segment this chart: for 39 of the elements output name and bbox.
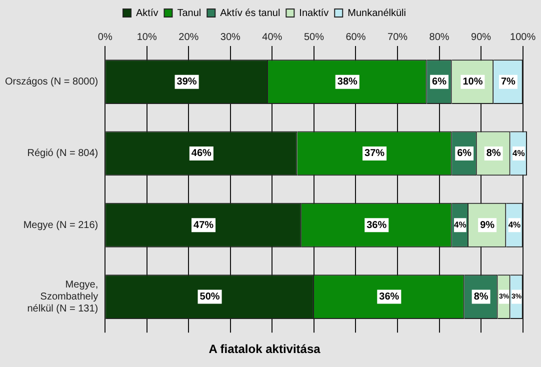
data-label: 6%: [457, 148, 472, 160]
x-tick-label: 30%: [220, 32, 241, 43]
data-label: 50%: [200, 292, 220, 303]
x-tick-label: 70%: [387, 32, 408, 43]
legend-label: Aktív: [136, 8, 158, 19]
y-tick-label: Megye, Szombathely nélkül (N = 131): [27, 280, 98, 315]
legend-label: Tanul: [177, 8, 202, 19]
x-tick-label: 50%: [304, 32, 324, 43]
data-label: 47%: [194, 220, 214, 231]
x-tick-label: 100%: [510, 32, 536, 43]
data-label: 38%: [337, 76, 358, 88]
data-label: 46%: [191, 148, 212, 160]
x-tick-label: 0%: [98, 32, 112, 43]
text: A fiatalok aktivitása: [208, 342, 321, 356]
data-label: 4%: [512, 148, 526, 158]
data-label: 4%: [454, 219, 467, 230]
y-tick-label: Régió (N = 804): [27, 148, 98, 160]
data-label: 10%: [462, 76, 483, 88]
data-label: 6%: [432, 76, 447, 88]
x-tick-label: 20%: [178, 32, 199, 43]
legend-label: Munkanélküli: [348, 8, 406, 19]
x-tick-label: 80%: [429, 32, 450, 43]
data-label: 36%: [379, 292, 400, 303]
x-tick-label: 40%: [262, 32, 282, 43]
data-label: 9%: [480, 220, 495, 231]
data-label: 39%: [176, 76, 197, 88]
data-label: 8%: [486, 148, 501, 160]
x-tick-label: 10%: [136, 32, 157, 43]
data-label: 37%: [364, 148, 385, 160]
legend-label: Aktív és tanul: [220, 8, 280, 19]
x-tick-label: 90%: [471, 32, 492, 43]
y-tick-label: Országos (N = 8000): [4, 76, 98, 88]
data-label: 7%: [500, 76, 516, 88]
legend-label: Inaktív: [299, 8, 329, 19]
data-label: 36%: [366, 220, 387, 231]
data-label: 4%: [508, 219, 522, 230]
x-tick-label: 60%: [346, 32, 366, 43]
data-label: 8%: [474, 292, 488, 303]
y-tick-label: Megye (N = 216): [23, 220, 98, 231]
